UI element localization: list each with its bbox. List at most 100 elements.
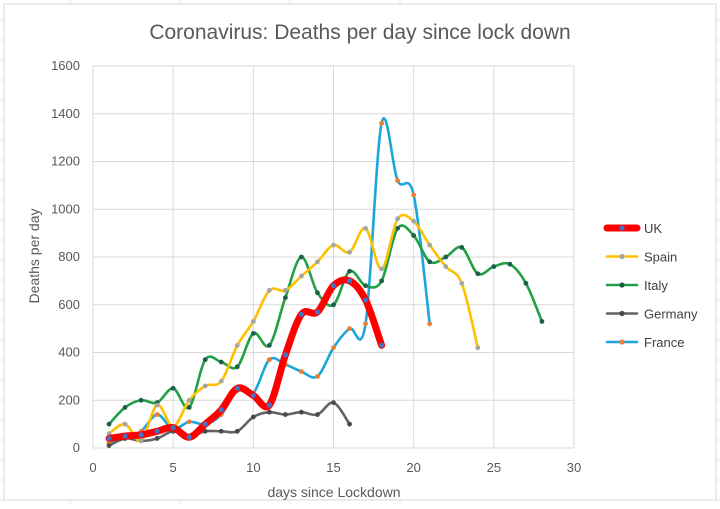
data-point-italy	[363, 283, 368, 289]
data-point-france	[315, 373, 320, 379]
data-point-uk	[346, 278, 353, 284]
y-tick-label: 800	[58, 249, 80, 264]
y-axis-ticks: 0 200 400 600 800 1000 1200 1400 1600	[51, 58, 80, 455]
data-point-spain	[379, 266, 384, 272]
legend-marker-uk	[619, 225, 625, 231]
data-point-italy	[186, 405, 192, 410]
legend: UK Spain Italy Germany France	[603, 221, 698, 350]
x-tick-label: 5	[170, 460, 177, 475]
x-tick-label: 30	[567, 460, 581, 475]
data-point-italy	[395, 225, 401, 231]
data-point-uk	[298, 311, 305, 317]
y-tick-label: 1000	[51, 201, 80, 216]
legend-label-spain: Spain	[644, 250, 677, 265]
data-point-uk	[282, 352, 288, 358]
data-point-italy	[411, 233, 417, 238]
y-axis-title: Deaths per day	[26, 209, 42, 304]
legend-label-italy: Italy	[644, 278, 668, 293]
data-point-uk	[362, 297, 369, 303]
chart-title: Coronavirus: Deaths per day since lock d…	[149, 21, 570, 44]
data-point-spain	[347, 249, 352, 255]
data-point-germany	[250, 414, 256, 420]
data-point-italy	[459, 245, 465, 250]
data-point-italy	[443, 254, 449, 260]
data-point-italy	[379, 278, 384, 284]
data-point-uk	[138, 432, 144, 438]
legend-label-uk: UK	[644, 221, 662, 236]
data-point-germany	[154, 436, 160, 441]
data-point-italy	[250, 331, 256, 336]
legend-label-germany: Germany	[644, 307, 698, 322]
series-line-germany	[107, 401, 351, 447]
data-point-uk	[218, 407, 224, 413]
data-point-italy	[507, 261, 513, 267]
series-layer	[105, 117, 545, 449]
data-point-france	[411, 192, 417, 198]
chart-area-frame	[3, 3, 717, 501]
legend-marker-spain	[619, 253, 625, 260]
legend-item-france: France	[605, 335, 684, 350]
data-point-uk	[170, 425, 176, 431]
data-point-germany	[106, 443, 112, 449]
y-tick-label: 1400	[51, 106, 80, 121]
data-point-italy	[106, 421, 112, 427]
legend-label-france: France	[644, 335, 684, 350]
data-point-uk	[202, 421, 208, 427]
y-tick-label: 0	[73, 440, 80, 455]
data-point-italy	[202, 357, 208, 363]
data-point-uk	[106, 435, 112, 442]
data-point-italy	[283, 295, 288, 300]
data-point-spain	[202, 383, 208, 389]
x-tick-label: 15	[326, 460, 340, 475]
data-point-italy	[266, 342, 272, 348]
data-point-italy	[218, 359, 224, 365]
data-point-france	[379, 120, 384, 126]
x-axis-title: days since Lockdown	[267, 484, 400, 500]
data-point-spain	[266, 288, 272, 293]
legend-item-italy: Italy	[605, 278, 668, 293]
y-tick-label: 600	[58, 297, 80, 312]
data-point-italy	[138, 397, 144, 403]
data-point-spain	[138, 438, 144, 444]
data-point-italy	[122, 405, 128, 410]
data-point-italy	[347, 268, 352, 274]
data-point-italy	[427, 259, 433, 265]
x-axis-ticks: 0 5 10 15 20 25 30	[89, 460, 581, 475]
data-point-france	[154, 412, 160, 417]
data-point-germany	[347, 421, 352, 427]
data-point-spain	[363, 225, 368, 231]
data-point-spain	[250, 319, 256, 324]
data-point-france	[186, 419, 192, 425]
data-point-spain	[475, 345, 481, 351]
data-point-germany	[331, 400, 336, 406]
legend-item-spain: Spain	[605, 250, 677, 265]
data-point-italy	[539, 319, 545, 324]
data-point-uk	[154, 428, 160, 434]
data-point-germany	[218, 428, 224, 434]
legend-item-uk: UK	[603, 221, 662, 236]
data-point-uk	[314, 309, 321, 315]
x-tick-label: 25	[487, 460, 501, 475]
data-point-uk	[186, 434, 192, 440]
y-tick-label: 1600	[51, 58, 80, 73]
legend-marker-italy	[619, 282, 625, 288]
data-point-italy	[299, 254, 304, 260]
data-point-germany	[234, 428, 240, 434]
data-point-france	[299, 369, 304, 374]
data-point-spain	[331, 242, 336, 248]
data-point-uk	[122, 433, 128, 439]
x-tick-label: 10	[246, 460, 260, 475]
data-point-italy	[234, 364, 240, 370]
data-point-france	[266, 357, 272, 363]
data-point-italy	[315, 290, 320, 296]
data-point-spain	[411, 218, 417, 224]
y-tick-label: 1200	[51, 154, 80, 169]
data-point-france	[347, 326, 352, 332]
data-point-france	[395, 178, 401, 184]
data-point-uk	[379, 342, 385, 348]
data-point-spain	[299, 273, 304, 279]
data-point-france	[331, 345, 336, 351]
data-point-italy	[475, 271, 481, 277]
data-point-uk	[266, 402, 272, 408]
y-tick-label: 400	[58, 345, 80, 360]
